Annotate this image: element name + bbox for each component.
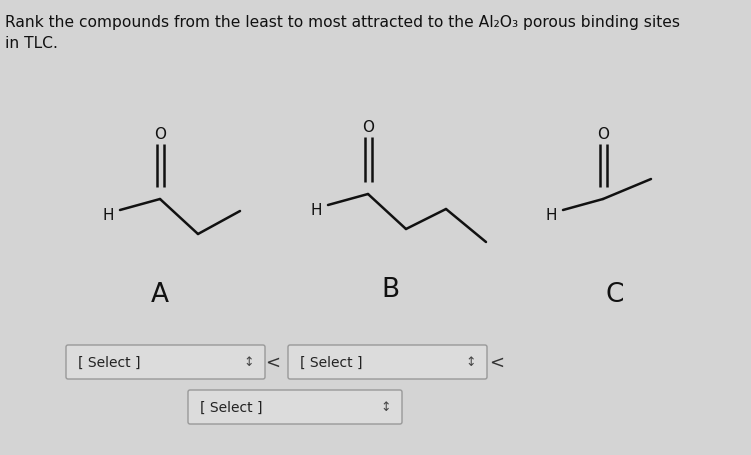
Text: [ Select ]: [ Select ]	[200, 400, 263, 414]
FancyBboxPatch shape	[188, 390, 402, 424]
Text: ↕: ↕	[466, 356, 476, 369]
FancyBboxPatch shape	[66, 345, 265, 379]
Text: A: A	[151, 281, 169, 307]
Text: [ Select ]: [ Select ]	[300, 355, 363, 369]
Text: <: <	[266, 353, 281, 371]
Text: O: O	[362, 120, 374, 135]
FancyBboxPatch shape	[288, 345, 487, 379]
Text: <: <	[490, 353, 505, 371]
Text: [ Select ]: [ Select ]	[78, 355, 140, 369]
Text: C: C	[606, 281, 624, 307]
Text: O: O	[597, 127, 609, 142]
Text: Rank the compounds from the least to most attracted to the Al₂O₃ porous binding : Rank the compounds from the least to mos…	[5, 15, 680, 30]
Text: B: B	[381, 276, 399, 302]
Text: H: H	[545, 208, 556, 223]
Text: O: O	[154, 127, 166, 142]
Text: H: H	[102, 208, 113, 223]
Text: ↕: ↕	[381, 400, 391, 414]
Text: in TLC.: in TLC.	[5, 36, 58, 51]
Text: H: H	[310, 203, 321, 218]
Text: ↕: ↕	[244, 356, 255, 369]
